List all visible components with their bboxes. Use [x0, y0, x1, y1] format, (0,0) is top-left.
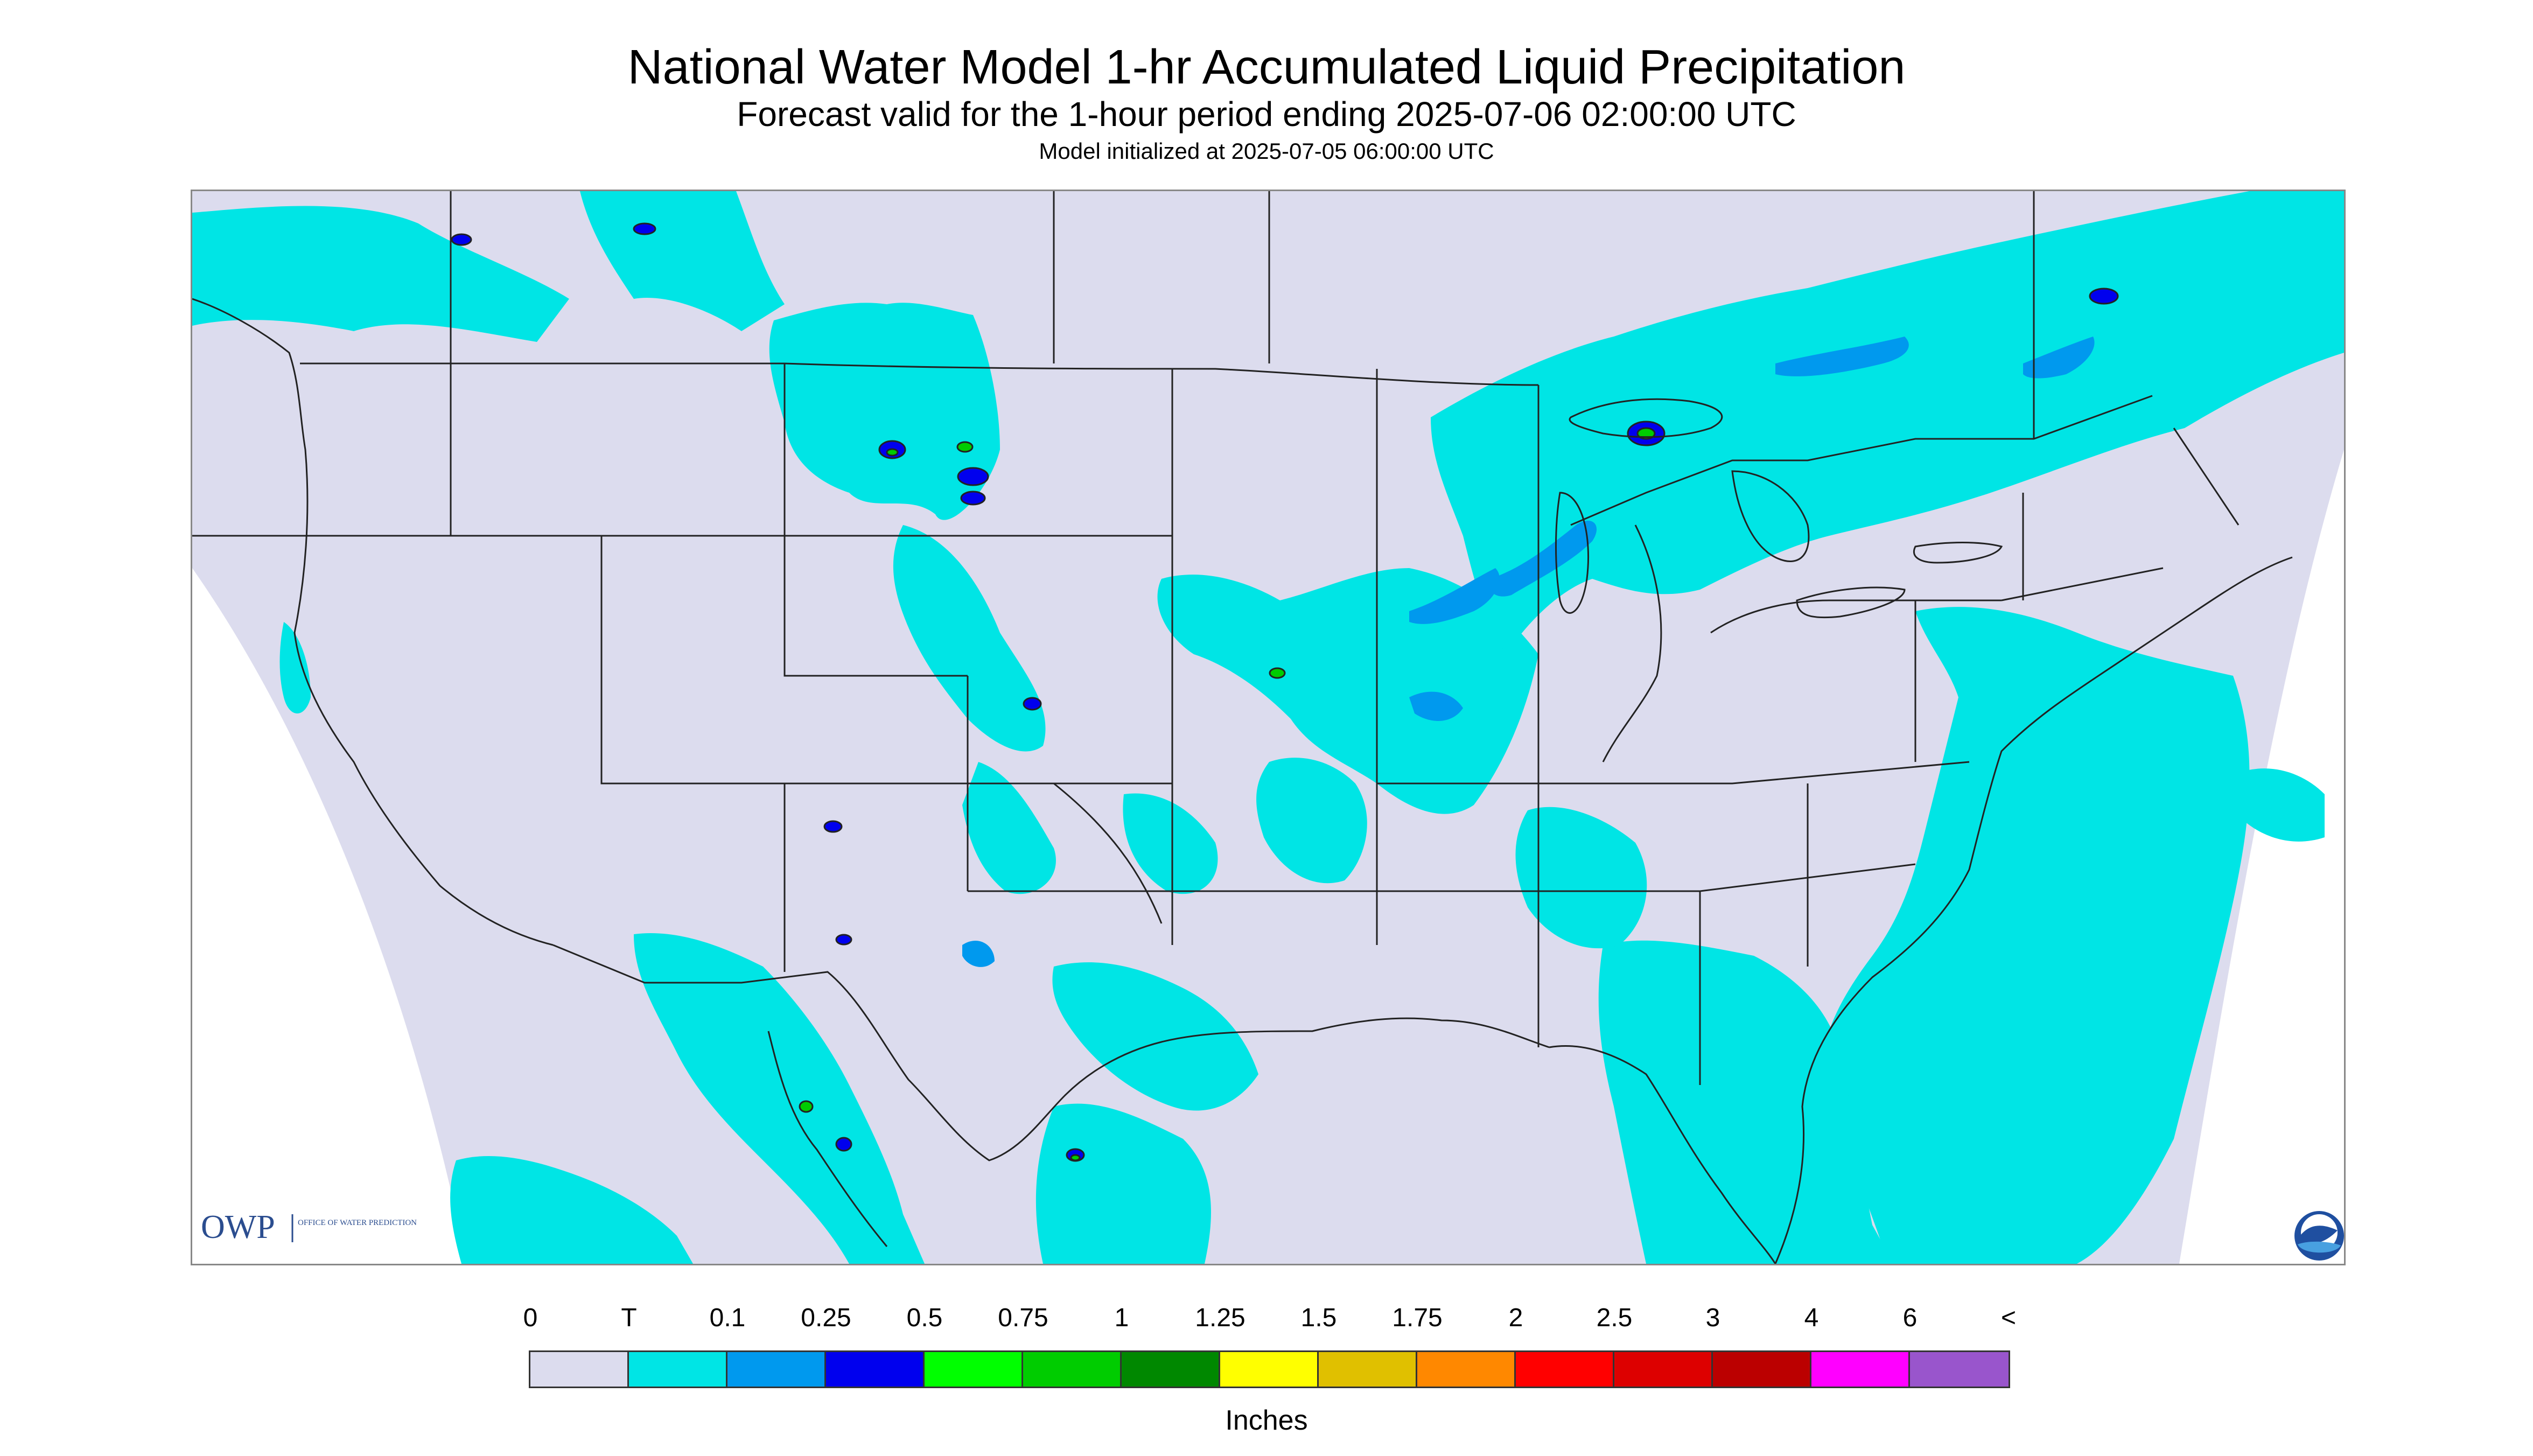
legend-units: Inches [1225, 1405, 1308, 1436]
legend-label: 0.75 [998, 1304, 1048, 1332]
legend-swatch [1023, 1352, 1122, 1387]
legend-swatch [1319, 1352, 1417, 1387]
legend-label: 0.25 [801, 1304, 851, 1332]
noaa-logo-icon [2294, 1211, 2344, 1261]
legend-colorbar [529, 1350, 2010, 1388]
legend-label: 1 [1114, 1304, 1129, 1332]
owp-logo-letters: OWP [201, 1209, 275, 1245]
legend-swatch [727, 1352, 826, 1387]
legend-swatch [826, 1352, 925, 1387]
great-lakes [1555, 398, 2003, 619]
legend-label: 1.5 [1300, 1304, 1337, 1332]
legend-label: 1.75 [1392, 1304, 1443, 1332]
precip-moderate-cores [451, 222, 2119, 1162]
legend-label: 4 [1804, 1304, 1819, 1332]
legend-swatch [1516, 1352, 1614, 1387]
legend-label: 6 [1902, 1304, 1918, 1332]
map-borders [192, 191, 2293, 1264]
model-init-text: Model initialized at 2025-07-05 06:00:00… [1039, 138, 1494, 164]
precip-heavy-cores [799, 427, 1656, 1161]
precip-trace-areas [192, 191, 2344, 1264]
legend-swatch [925, 1352, 1023, 1387]
legend-label: 0.5 [906, 1304, 943, 1332]
legend-label: T [621, 1304, 637, 1332]
legend-labels: 0 T 0.1 0.25 0.5 0.75 1 1.25 1.5 1.75 2 2.5 3 4 6 < [0, 1303, 2533, 1335]
legend-label: 3 [1705, 1304, 1720, 1332]
owp-logo-icon: OWP OFFICE OF WATER PREDICTION [201, 1209, 417, 1245]
legend-label: 2 [1508, 1304, 1523, 1332]
legend-swatch [1122, 1352, 1220, 1387]
owp-logo-subtext: OFFICE OF WATER PREDICTION [298, 1219, 417, 1227]
map-subtitle: Forecast valid for the 1-hour period end… [737, 95, 1796, 134]
legend-label: 0.1 [709, 1304, 746, 1332]
precipitation-map: OWP OFFICE OF WATER PREDICTION [191, 190, 2346, 1265]
legend-swatch [1417, 1352, 1516, 1387]
legend-swatch [1614, 1352, 1713, 1387]
map-title: National Water Model 1-hr Accumulated Li… [627, 40, 1906, 94]
legend-swatch [1713, 1352, 1811, 1387]
legend-label: < [2000, 1304, 2017, 1332]
precip-light-areas [962, 337, 2095, 967]
legend-label: 0 [523, 1304, 538, 1332]
legend-swatch [1220, 1352, 1319, 1387]
map-canvas: OWP OFFICE OF WATER PREDICTION [192, 191, 2344, 1264]
legend-label: 1.25 [1195, 1304, 1245, 1332]
legend-swatch [629, 1352, 727, 1387]
legend-swatch [530, 1352, 629, 1387]
legend-label: 2.5 [1596, 1304, 1633, 1332]
legend-swatch [1910, 1352, 2009, 1387]
legend-swatch [1811, 1352, 1910, 1387]
